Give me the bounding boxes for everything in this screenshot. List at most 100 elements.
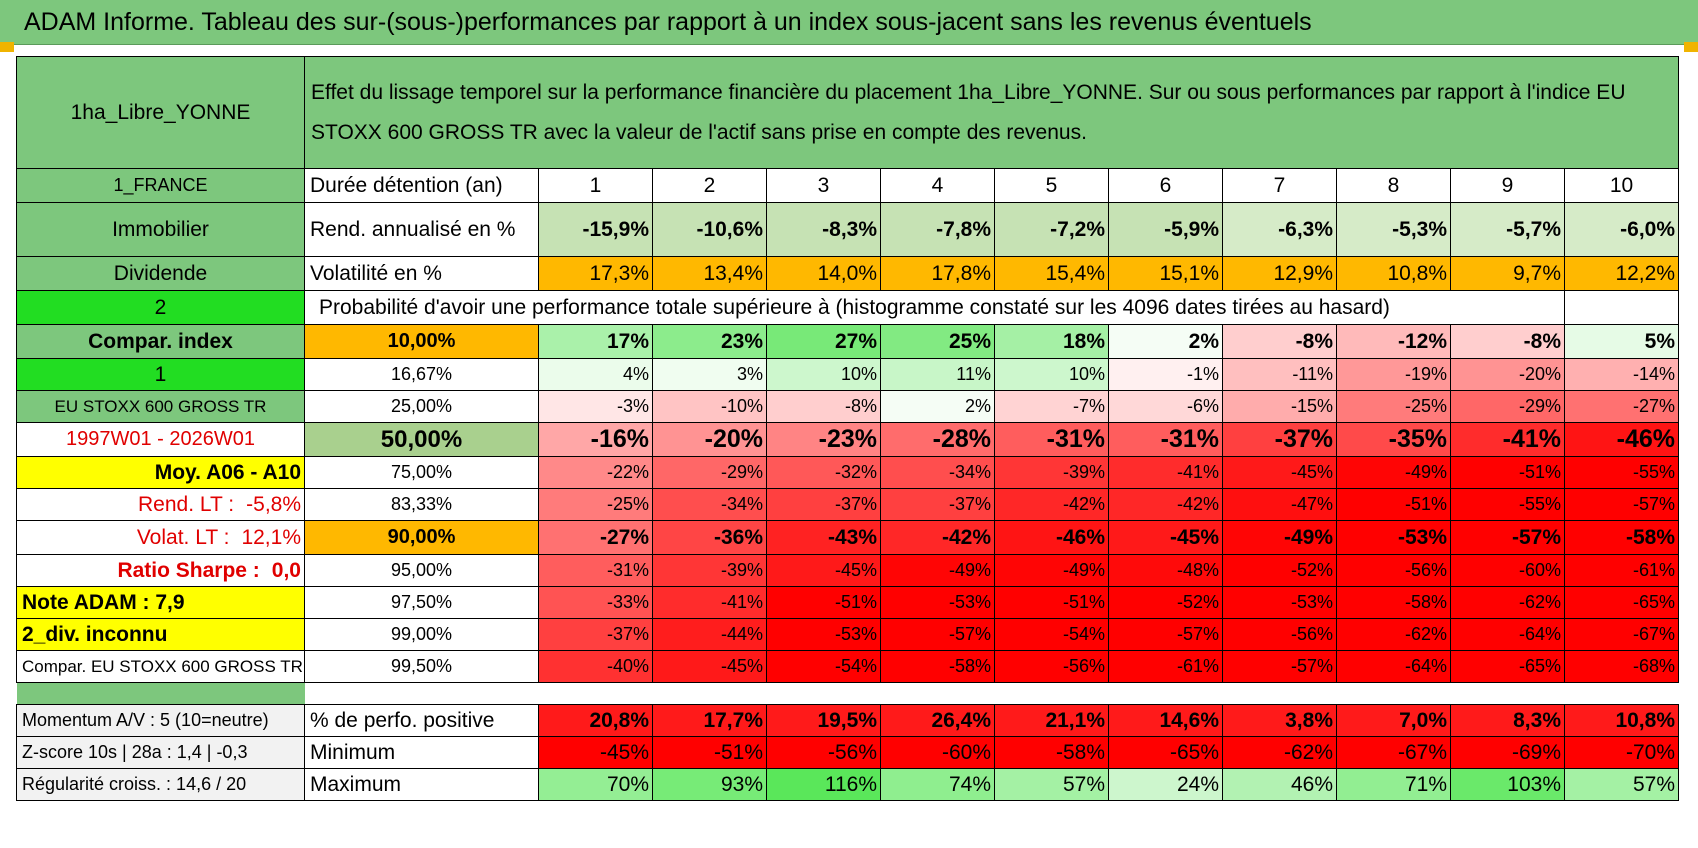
year-header: 6	[1108, 168, 1223, 203]
div-inconnu-label: 2_div. inconnu	[16, 618, 305, 651]
percentile-cell: -52%	[1108, 586, 1223, 619]
percentile-cell: -53%	[1222, 586, 1337, 619]
percentile-cell: -62%	[1336, 618, 1451, 651]
asset-name: 1ha_Libre_YONNE	[16, 56, 305, 169]
percentile-cell: -14%	[1564, 358, 1679, 391]
year-header: 2	[652, 168, 767, 203]
report-frame: 1ha_Libre_YONNE Effet du lissage tempore…	[12, 50, 1684, 848]
maximum-value: 93%	[652, 768, 767, 801]
rend-value: -10,6%	[652, 202, 767, 257]
percentile-cell: -56%	[1222, 618, 1337, 651]
percentile-cell: -8%	[1450, 324, 1565, 359]
year-header: 9	[1450, 168, 1565, 203]
percentile-cell: -29%	[652, 456, 767, 489]
percentile-cell: -37%	[880, 488, 995, 521]
percentile-cell: 23%	[652, 324, 767, 359]
percentile-cell: -57%	[1450, 520, 1565, 555]
percentile-cell: -23%	[766, 422, 881, 457]
percentile-cell: -41%	[1108, 456, 1223, 489]
rend-value: -6,0%	[1564, 202, 1679, 257]
percentile-cell: 10%	[766, 358, 881, 391]
sharpe-label: Ratio Sharpe : 0,0	[16, 554, 305, 587]
volat-value: 14,0%	[766, 256, 881, 291]
percentile-value: 25,00%	[304, 390, 539, 423]
percentile-cell: -16%	[538, 422, 653, 457]
selector-two[interactable]: 2	[16, 290, 305, 325]
percentile-row: 1 16,67% 4% 3% 10% 11% 10% -1% -11% -19% -20% -14%	[16, 358, 1679, 391]
perf-pos-value: 26,4%	[880, 704, 995, 737]
perf-pos-value: 20,8%	[538, 704, 653, 737]
page-title: ADAM Informe. Tableau des sur-(sous-)per…	[0, 0, 1698, 45]
year-header: 10	[1564, 168, 1679, 203]
percentile-cell: 17%	[538, 324, 653, 359]
volat-lt-label: Volat. LT : 12,1%	[16, 520, 305, 555]
percentile-row: EU STOXX 600 GROSS TR 25,00% -3% -10% -8% 2% -…	[16, 390, 1679, 423]
compar-index-label: Compar. index	[16, 324, 305, 359]
volat-value: 17,3%	[538, 256, 653, 291]
percentile-cell: 4%	[538, 358, 653, 391]
percentile-cell: -61%	[1108, 650, 1223, 683]
maximum-value: 116%	[766, 768, 881, 801]
percentile-cell: -61%	[1564, 554, 1679, 587]
percentile-cell: -49%	[880, 554, 995, 587]
volat-value: 17,8%	[880, 256, 995, 291]
percentile-row: Compar. EU STOXX 600 GROSS TR 99,50% -40% -…	[16, 650, 1679, 683]
rend-lt-label-value: -5,8%	[246, 492, 301, 516]
percentile-cell: -52%	[1222, 554, 1337, 587]
percentile-cell: -53%	[766, 618, 881, 651]
percentile-cell: -51%	[1450, 456, 1565, 489]
volat-value: 13,4%	[652, 256, 767, 291]
percentile-cell: 5%	[1564, 324, 1679, 359]
percentile-cell: -54%	[766, 650, 881, 683]
percentile-cell: -47%	[1222, 488, 1337, 521]
percentile-value: 99,50%	[304, 650, 539, 683]
maximum-value: 71%	[1336, 768, 1451, 801]
country-label: 1_FRANCE	[16, 168, 305, 203]
percentile-row: Note ADAM : 7,9 97,50% -33% -41% -51% -53% -51…	[16, 586, 1679, 619]
category-label: Immobilier	[16, 202, 305, 257]
maximum-value: 103%	[1450, 768, 1565, 801]
perf-pos-value: 3,8%	[1222, 704, 1337, 737]
percentile-cell: -58%	[1564, 520, 1679, 555]
percentile-cell: -41%	[652, 586, 767, 619]
volat-value: 10,8%	[1336, 256, 1451, 291]
momentum-label: Momentum A/V : 5 (10=neutre)	[16, 704, 305, 737]
percentile-cell: -57%	[1564, 488, 1679, 521]
percentile-cell: -7%	[994, 390, 1109, 423]
percentile-cell: 10%	[994, 358, 1109, 391]
percentile-cell: -25%	[1336, 390, 1451, 423]
percentile-cell: -3%	[538, 390, 653, 423]
percentile-cell: -51%	[994, 586, 1109, 619]
rend-label: Rend. annualisé en %	[304, 202, 539, 257]
percentile-cell: -46%	[994, 520, 1109, 555]
percentile-cell: -34%	[652, 488, 767, 521]
stats-row: Régularité croiss. : 14,6 / 20 Maximum 70%…	[16, 768, 1679, 801]
percentile-cell: -6%	[1108, 390, 1223, 423]
percentile-cell: -55%	[1564, 456, 1679, 489]
selector-one[interactable]: 1	[16, 358, 305, 391]
percentile-cell: -58%	[1336, 586, 1451, 619]
maximum-value: 74%	[880, 768, 995, 801]
rend-lt-label: Rend. LT : -5,8%	[16, 488, 305, 521]
minimum-value: -70%	[1564, 736, 1679, 769]
minimum-value: -45%	[538, 736, 653, 769]
percentile-cell: -36%	[652, 520, 767, 555]
maximum-value: 70%	[538, 768, 653, 801]
percentile-cell: -64%	[1450, 618, 1565, 651]
year-header: 3	[766, 168, 881, 203]
percentile-cell: -58%	[880, 650, 995, 683]
volat-lt-label-value: 12,1%	[241, 525, 301, 549]
perf-pos-value: 21,1%	[994, 704, 1109, 737]
percentile-cell: -42%	[880, 520, 995, 555]
perf-pos-value: 10,8%	[1564, 704, 1679, 737]
percentile-cell: -45%	[766, 554, 881, 587]
percentile-cell: -10%	[652, 390, 767, 423]
percentile-cell: -56%	[1336, 554, 1451, 587]
maximum-value: 46%	[1222, 768, 1337, 801]
stats-row: Momentum A/V : 5 (10=neutre)% de perfo. …	[16, 704, 1679, 737]
percentile-cell: -51%	[766, 586, 881, 619]
volat-value: 9,7%	[1450, 256, 1565, 291]
rend-value: -6,3%	[1222, 202, 1337, 257]
sharpe-label-value: 0,0	[271, 558, 301, 582]
percentile-cell: -20%	[1450, 358, 1565, 391]
